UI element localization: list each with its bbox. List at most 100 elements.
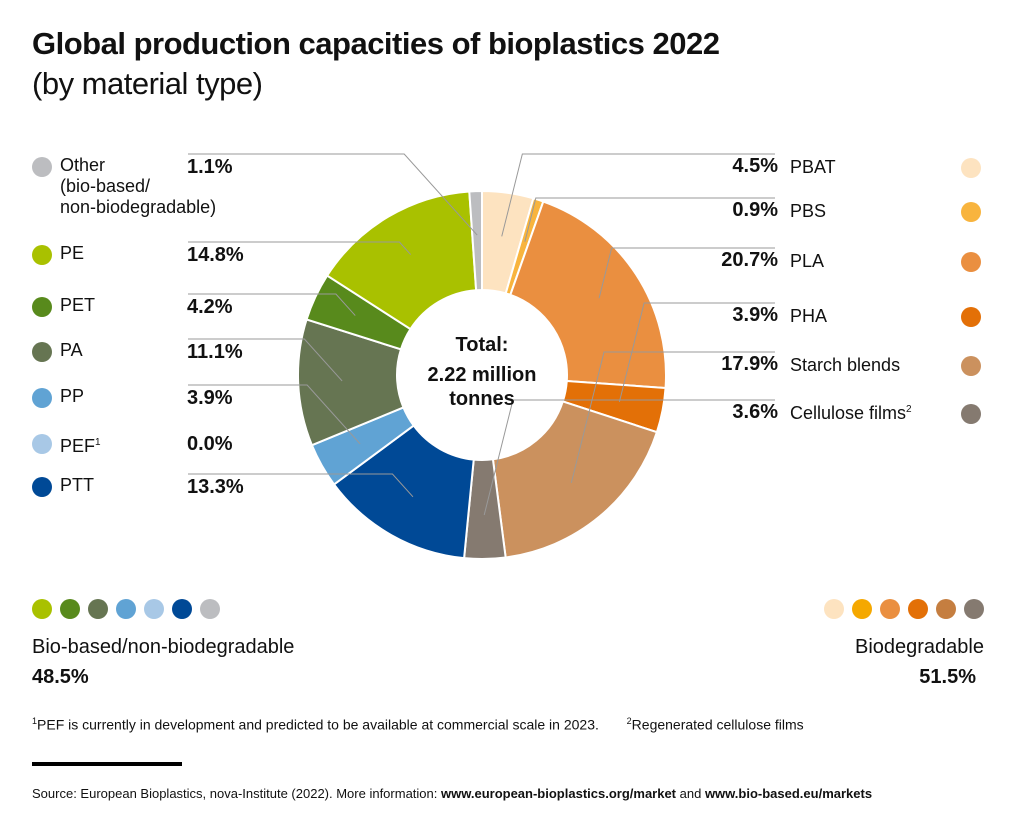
- ptt-swatch: [32, 477, 52, 497]
- pla-swatch: [961, 252, 981, 272]
- legend-label-line: Other: [60, 155, 106, 175]
- source-text: Source: European Bioplastics, nova-Insti…: [32, 786, 441, 801]
- chart-title: Global production capacities of bioplast…: [32, 26, 720, 61]
- pe-swatch: [32, 245, 52, 265]
- leader-line-pet: [188, 293, 356, 316]
- leader-line-pe: [188, 241, 412, 255]
- leader-line-cellulose-films: [483, 399, 775, 516]
- divider-rule: [32, 762, 182, 766]
- legend-item-pef: PEF1: [32, 434, 101, 456]
- leader-line-pla: [598, 247, 775, 299]
- legend-item-pa: PA: [32, 340, 83, 362]
- legend-value-cellulose-films: 3.6%: [732, 401, 778, 423]
- group-dot-2: [880, 599, 900, 619]
- slice-pla: [509, 200, 667, 390]
- legend-label: PA: [60, 340, 83, 361]
- leader-line-pbat: [501, 153, 775, 237]
- footnote2: Regenerated cellulose films: [631, 716, 804, 733]
- legend-label-text: PP: [60, 386, 85, 406]
- legend-label-text: PBAT: [790, 157, 836, 177]
- other-swatch: [32, 157, 52, 177]
- footnote-mark: 1: [95, 437, 101, 448]
- legend-label-text: PLA: [790, 251, 825, 271]
- legend-item-pe: PE: [32, 243, 84, 265]
- legend-value-pef: 0.0%: [187, 433, 233, 455]
- legend-label: Other (bio-based/non-biodegradable): [60, 155, 216, 218]
- leader-line-pbs: [524, 197, 775, 242]
- legend-label: PET: [60, 295, 95, 316]
- legend-label-line: non-biodegradable): [60, 197, 217, 217]
- cellulose-films-swatch: [961, 404, 981, 424]
- legend-item-pet: PET: [32, 295, 95, 317]
- legend-label-text: Cellulose films: [790, 403, 907, 423]
- group-dots-bio-based: [32, 599, 220, 619]
- legend-label: PE: [60, 243, 84, 264]
- leader-line-pha: [618, 302, 775, 403]
- pa-swatch: [32, 342, 52, 362]
- group-dot-2: [88, 599, 108, 619]
- group-dot-4: [144, 599, 164, 619]
- legend-label-text: PTT: [60, 475, 94, 495]
- leader-line-other: [188, 153, 478, 236]
- pet-swatch: [32, 297, 52, 317]
- legend-value-ptt: 13.3%: [187, 476, 244, 498]
- legend-label: PP: [60, 386, 84, 407]
- group-label-biodegradable: Biodegradable: [855, 636, 984, 658]
- group-dots-biodegradable: [824, 599, 984, 619]
- legend-label-line: (bio-based/: [60, 176, 151, 196]
- legend-label-pha: PHA: [790, 306, 827, 327]
- slice-other: [468, 189, 483, 292]
- group-dot-5: [172, 599, 192, 619]
- legend-value-pha: 3.9%: [732, 304, 778, 326]
- legend-label: PEF1: [60, 432, 101, 457]
- legend-value-starch-blends: 17.9%: [721, 353, 778, 375]
- legend-label-text: PEF: [60, 436, 96, 456]
- pbat-swatch: [961, 158, 981, 178]
- leader-line-pa: [188, 338, 343, 382]
- footnote2-mark: 2: [626, 716, 632, 726]
- group-dot-0: [32, 599, 52, 619]
- legend-label-starch-blends: Starch blends: [790, 355, 900, 376]
- slice-starch-blends: [491, 400, 659, 559]
- legend-item-ptt: PTT: [32, 475, 94, 497]
- legend-label-cellulose-films: Cellulose films2: [790, 403, 912, 424]
- leader-line-starch-blends: [570, 351, 775, 483]
- group-label-bio-based: Bio-based/non-biodegradable: [32, 636, 295, 658]
- source-link-1[interactable]: www.european-bioplastics.org/market: [441, 786, 677, 801]
- group-dot-6: [200, 599, 220, 619]
- group-dot-1: [852, 599, 872, 619]
- group-dot-0: [824, 599, 844, 619]
- center-line3: tonnes: [449, 388, 515, 410]
- legend-label-pla: PLA: [790, 251, 824, 272]
- center-line1: Total:: [455, 334, 509, 356]
- legend-value-pp: 3.9%: [187, 387, 233, 409]
- chart-subtitle: (by material type): [32, 66, 263, 101]
- group-dot-5: [964, 599, 984, 619]
- leader-line-pp: [188, 384, 361, 445]
- legend-label-text: PA: [60, 340, 83, 360]
- footnote1: PEF is currently in development and pred…: [37, 716, 599, 733]
- pef-swatch: [32, 434, 52, 454]
- legend-value-pa: 11.1%: [187, 341, 243, 363]
- group-value-bio-based: 48.5%: [32, 666, 89, 688]
- group-dot-4: [936, 599, 956, 619]
- group-dot-1: [60, 599, 80, 619]
- legend-label-pbs: PBS: [790, 201, 826, 222]
- pp-swatch: [32, 388, 52, 408]
- legend-item-other: Other (bio-based/non-biodegradable): [32, 155, 216, 217]
- legend-label-text: PHA: [790, 306, 828, 326]
- source-link-2[interactable]: www.bio-based.eu/markets: [704, 786, 873, 801]
- legend-value-pbs: 0.9%: [732, 199, 778, 221]
- legend-label-pbat: PBAT: [790, 157, 836, 178]
- legend-value-pla: 20.7%: [721, 249, 778, 271]
- center-line2: 2.22 million: [427, 364, 537, 386]
- group-dot-3: [116, 599, 136, 619]
- legend-value-pet: 4.2%: [187, 296, 233, 318]
- pbs-swatch: [961, 202, 981, 222]
- donut-center-label: Total: 2.22 million tonnes: [382, 330, 582, 414]
- legend-value-other: 1.1%: [187, 156, 233, 178]
- source-line: Source: European Bioplastics, nova-Insti…: [32, 786, 872, 801]
- leader-line-ptt: [188, 473, 414, 498]
